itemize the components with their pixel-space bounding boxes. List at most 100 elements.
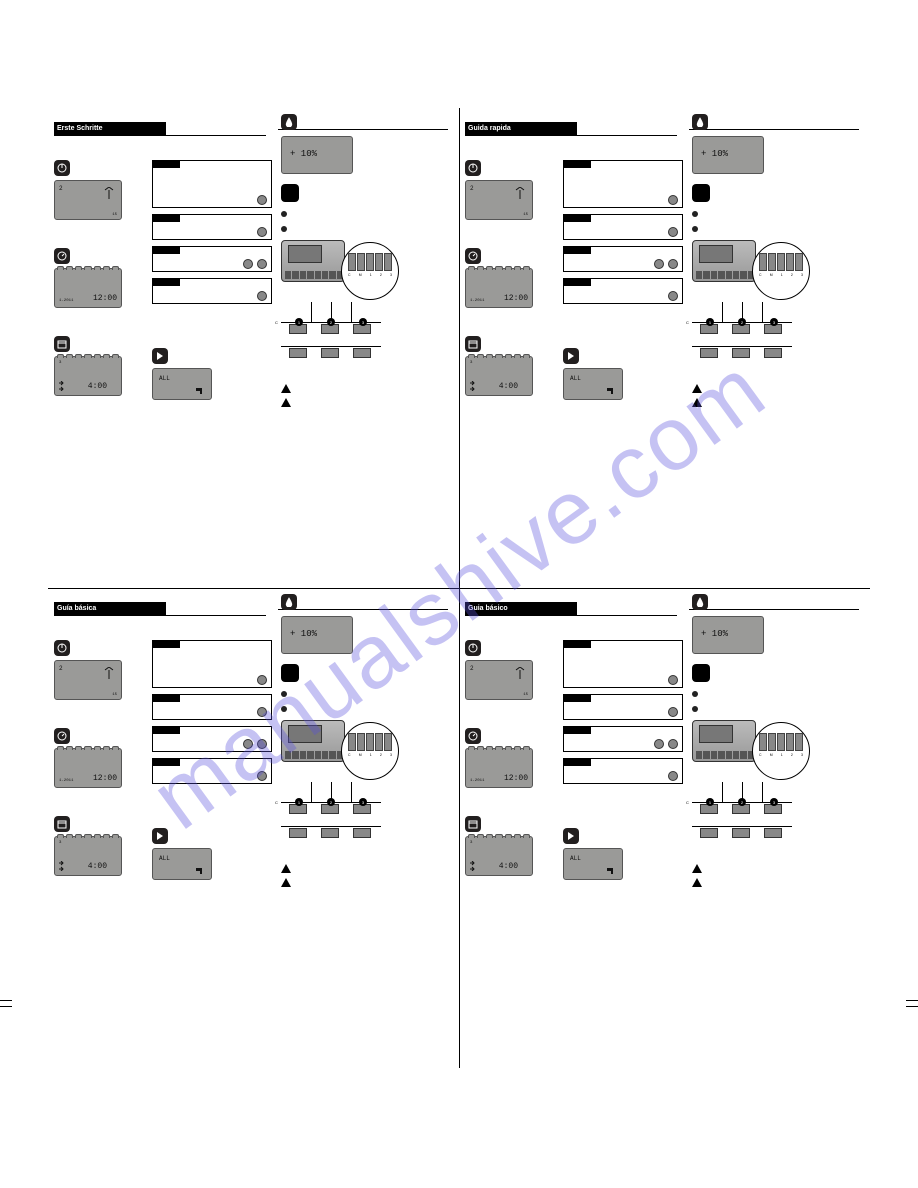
lcd-battery: 2 15 [465,660,533,700]
lcd-all: ALL [152,368,212,400]
lcd-year: 1-2011 [470,779,484,783]
steps-column: 2 15 1-2011 12:00 3 4:00 [54,160,142,424]
lcd-all-text: ALL [570,855,581,862]
lcd-schedule: 3 4:00 [54,836,122,876]
quadrant-tl: Erste Schritte 2 15 1-2011 12:00 3 4:00 [48,108,459,588]
row-button [243,259,253,269]
row-button [257,771,267,781]
run-icon [563,348,579,364]
clock-icon [54,728,70,744]
lcd-start: 4:00 [499,862,518,871]
wiring-diagram: C M 1 2 3 1 2 3 [281,720,441,860]
program-row-3 [152,246,272,272]
valve-manifold: 1 2 3 C [281,782,401,850]
row-button [257,739,267,749]
instructions-column: + 10% C M 1 2 3 [281,114,449,408]
warning-icon [692,398,702,408]
terminal-label: 1 [370,753,372,757]
device-terminals [285,271,343,279]
steps-column: 2 15 1-2011 12:00 3 4:00 [54,640,142,904]
row-tab [563,726,591,734]
program-row-4 [152,278,272,304]
bullet-1 [281,690,449,697]
bullet-dot-icon [692,226,698,232]
lcd-battery-num: 2 [59,665,63,672]
row-button [654,739,664,749]
terminal-closeup: C M 1 2 3 [341,722,399,780]
terminal-label: 2 [791,273,793,277]
antenna-icon [514,187,526,199]
quadrant-tr: Guida rapida 2 15 1-2011 12:00 3 4:00 [459,108,870,588]
row-button [257,675,267,685]
row-button [668,771,678,781]
clock-icon [465,728,481,744]
clock-icon [54,248,70,264]
lcd-year: 1-2011 [59,299,73,303]
drop-icon [281,114,297,130]
lcd-start: 4:00 [88,382,107,391]
row-tab [152,160,180,168]
terminal-label: 3 [801,753,803,757]
common-label: C [686,320,689,325]
terminal-closeup: C M 1 2 3 [752,722,810,780]
lcd-percent: + 10% [281,616,353,654]
warning-icon [692,384,702,394]
arrows-icon [59,381,73,391]
row-button [257,291,267,301]
lcd-start: 4:00 [499,382,518,391]
row-tab [563,246,591,254]
terminal-label: 2 [791,753,793,757]
bullet-dot-icon [692,706,698,712]
row-tab [563,640,591,648]
lcd-all-text: ALL [159,375,170,382]
row-tab [152,758,180,766]
controller-device [281,240,345,282]
warning-icon [692,878,702,888]
lcd-percent: + 10% [281,136,353,174]
calendar-icon [465,336,481,352]
faucet-icon [606,385,616,395]
lcd-battery-num: 2 [470,665,474,672]
lcd-battery: 2 15 [54,660,122,700]
faucet-icon [195,385,205,395]
lcd-signal: 15 [112,213,117,217]
program-row-2 [152,694,272,720]
bullet-2 [692,705,860,712]
lcd-all: ALL [152,848,212,880]
warning-icon [281,878,291,888]
clock-icon [465,248,481,264]
device-screen [288,725,322,743]
header-rule [166,615,266,616]
section-header: Erste Schritte [54,122,166,136]
terminal-label: M [770,753,773,757]
lcd-signal: 15 [523,693,528,697]
run-icon [152,828,168,844]
row-button [257,707,267,717]
terminal-label: C [759,753,762,757]
row-button [668,707,678,717]
bullet-1 [692,210,860,217]
instructions-column: + 10% C M 1 2 3 [692,594,860,888]
footnotes [692,864,860,888]
terminal-label: M [359,273,362,277]
program-row-4 [563,278,683,304]
device-screen [699,245,733,263]
lcd-year: 1-2011 [470,299,484,303]
lcd-start: 4:00 [88,862,107,871]
terminal-label: 1 [370,273,372,277]
terminal-label: M [359,753,362,757]
terminal-label: 3 [801,273,803,277]
lcd-schedule: 3 4:00 [54,356,122,396]
terminal-label: 1 [781,273,783,277]
bullet-dot-icon [281,226,287,232]
faucet-icon [195,865,205,875]
dial-icon [54,640,70,656]
dial-icon [54,160,70,176]
lcd-time: 1-2011 12:00 [54,268,122,308]
header-rule [577,615,677,616]
bullet-dot-icon [281,691,287,697]
terminal-label: 2 [380,273,382,277]
terminal-label: C [348,753,351,757]
program-row-3 [563,246,683,272]
footnotes [281,864,449,888]
